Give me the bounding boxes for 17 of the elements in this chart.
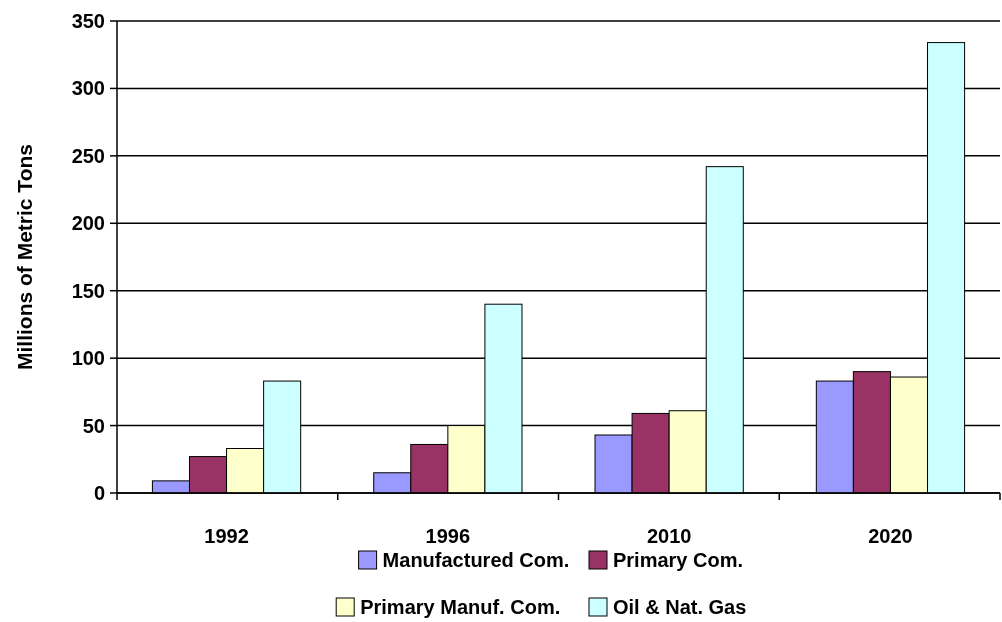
y-tick-label: 150 bbox=[71, 279, 105, 302]
y-tick-label: 300 bbox=[71, 77, 105, 100]
legend-label: Oil & Nat. Gas bbox=[613, 596, 747, 618]
y-tick-label: 100 bbox=[71, 347, 105, 370]
legend-label: Primary Com. bbox=[613, 549, 744, 571]
y-tick-label: 200 bbox=[71, 212, 105, 235]
x-tick-label: 2020 bbox=[868, 525, 913, 547]
legend-label: Primary Manuf. Com. bbox=[360, 596, 561, 618]
x-tick-label: 1996 bbox=[425, 525, 471, 547]
legend-label: Manufactured Com. bbox=[382, 549, 570, 571]
y-axis-title: Millions of Metric Tons bbox=[13, 144, 36, 370]
x-tick-label: 2010 bbox=[646, 525, 692, 547]
y-tick-label: 250 bbox=[71, 144, 105, 167]
x-tick-label: 1992 bbox=[204, 525, 249, 547]
y-tick-label: 350 bbox=[71, 10, 105, 32]
y-tick-label: 50 bbox=[82, 414, 105, 437]
y-tick-label: 0 bbox=[93, 482, 105, 504]
